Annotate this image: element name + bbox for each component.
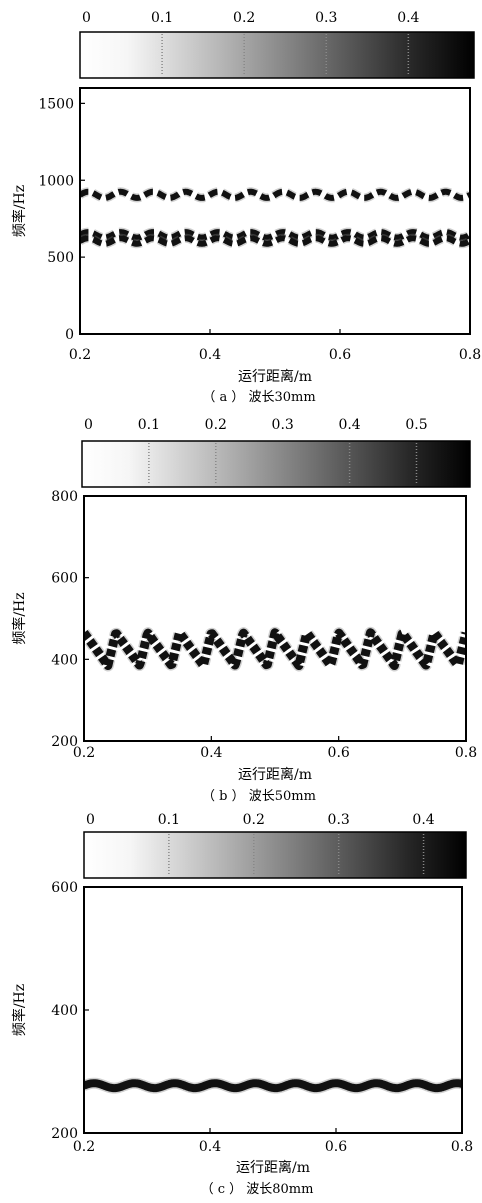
colorbar-tick-label: 0.1 xyxy=(151,10,173,26)
colorbar-tick-label: 0.4 xyxy=(338,417,360,433)
x-tick-label: 0.6 xyxy=(329,347,351,363)
colorbar xyxy=(81,440,471,488)
chart-panel-3: 0 0.1 0.2 0.3 0.4 200 400 600 0.2 0.4 0.6 0.8 运行距离/m… xyxy=(11,812,473,1197)
plot-frame xyxy=(83,495,467,742)
colorbar xyxy=(79,31,475,79)
colorbar-tick-label: 0.4 xyxy=(412,812,434,828)
colorbar-tick-label: 0.2 xyxy=(205,417,227,433)
x-tick-label: 0.6 xyxy=(325,1139,347,1155)
x-axis-label: 运行距离/m xyxy=(238,766,312,783)
y-axis-label: 频率/Hz xyxy=(11,984,28,1036)
y-tick-label: 400 xyxy=(51,1003,78,1019)
colorbar-tick-label: 0.2 xyxy=(233,10,255,26)
x-axis-label: 运行距离/m xyxy=(238,368,312,385)
y-axis-label: 频率/Hz xyxy=(11,185,28,237)
chart-panel-2: 0 0.1 0.2 0.3 0.4 0.5 200 400 600 800 0.2 0.4 0.6 0.8… xyxy=(11,417,477,804)
x-tick-label: 0.6 xyxy=(328,745,350,761)
subfigure-caption: （ a ） 波长30mm xyxy=(202,390,315,405)
data-band xyxy=(81,188,469,201)
data-band xyxy=(85,1079,461,1093)
x-tick-label: 0.4 xyxy=(199,1139,221,1155)
x-tick-label: 0.2 xyxy=(73,1139,95,1155)
colorbar-tick-label: 0.4 xyxy=(397,10,419,26)
chart-panel-1: 0 0.1 0.2 0.3 0.4 0 500 1000 1500 0.2 0.4 0.6 0.8 运行距… xyxy=(11,10,481,405)
colorbar-tick-label: 0.1 xyxy=(138,417,160,433)
plot-frame xyxy=(83,886,463,1134)
x-tick-label: 0.8 xyxy=(459,347,481,363)
subfigure-caption: （ b ） 波长50mm xyxy=(202,789,316,804)
colorbar-tick-label: 0 xyxy=(86,812,95,828)
x-tick-label: 0.2 xyxy=(73,745,95,761)
colorbar xyxy=(83,831,467,879)
band-group xyxy=(85,1077,461,1094)
colorbar-tick-label: 0.1 xyxy=(158,812,180,828)
y-tick-label: 400 xyxy=(51,652,78,668)
x-tick-label: 0.8 xyxy=(451,1139,473,1155)
colorbar-tick-label: 0.3 xyxy=(328,812,350,828)
colorbar-tick-label: 0.3 xyxy=(272,417,294,433)
charts-root: 0 0.1 0.2 0.3 0.4 0 500 1000 1500 0.2 0.4 0.6 0.8 运行距… xyxy=(11,10,481,1197)
x-tick-label: 0.4 xyxy=(199,347,221,363)
subfigure-caption: （ c ） 波长80mm xyxy=(201,1182,314,1197)
x-axis-label: 运行距离/m xyxy=(236,1159,310,1176)
y-tick-label: 1500 xyxy=(38,96,74,112)
x-tick-label: 0.2 xyxy=(69,347,91,363)
colorbar-tick-label: 0 xyxy=(82,10,91,26)
colorbar-tick-label: 0.3 xyxy=(315,10,337,26)
y-tick-label: 600 xyxy=(51,880,78,896)
plot-frame xyxy=(79,87,471,335)
y-tick-label: 1000 xyxy=(38,173,74,189)
y-tick-label: 200 xyxy=(51,734,78,750)
y-axis-label: 频率/Hz xyxy=(11,592,28,644)
band-group xyxy=(85,626,465,672)
y-tick-label: 500 xyxy=(47,250,74,266)
x-tick-label: 0.8 xyxy=(455,745,477,761)
y-tick-label: 600 xyxy=(51,571,78,587)
colorbar-tick-label: 0.5 xyxy=(405,417,427,433)
x-tick-label: 0.4 xyxy=(200,745,222,761)
data-band xyxy=(85,628,465,670)
y-tick-label: 200 xyxy=(51,1126,78,1142)
y-tick-label: 0 xyxy=(65,327,74,343)
band-group xyxy=(81,187,469,249)
colorbar-tick-label: 0 xyxy=(84,417,93,433)
y-tick-label: 800 xyxy=(51,489,78,505)
colorbar-tick-label: 0.2 xyxy=(243,812,265,828)
